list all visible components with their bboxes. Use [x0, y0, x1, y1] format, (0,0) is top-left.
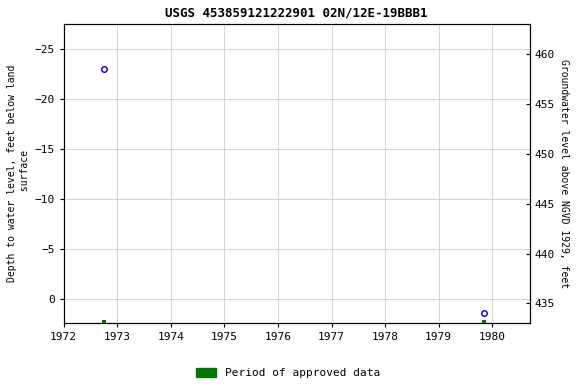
Legend: Period of approved data: Period of approved data	[196, 368, 380, 379]
Y-axis label: Groundwater level above NGVD 1929, feet: Groundwater level above NGVD 1929, feet	[559, 59, 569, 288]
Title: USGS 453859121222901 02N/12E-19BBB1: USGS 453859121222901 02N/12E-19BBB1	[165, 7, 428, 20]
Y-axis label: Depth to water level, feet below land
 surface: Depth to water level, feet below land su…	[7, 65, 30, 282]
